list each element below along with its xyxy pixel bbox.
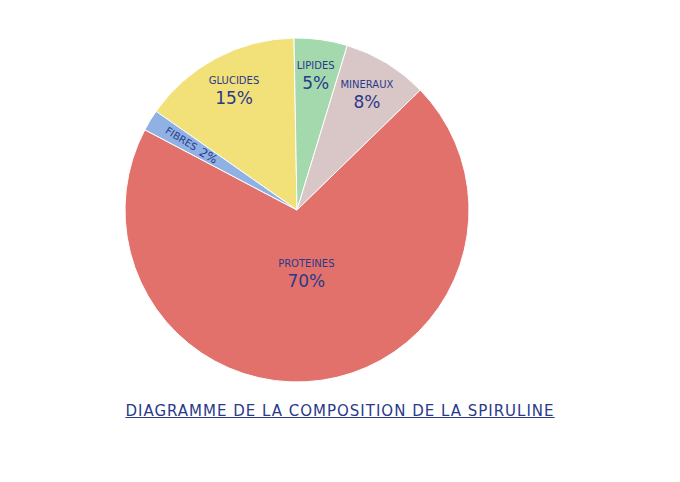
svg-text:5%: 5% <box>302 73 329 93</box>
svg-text:PROTEINES: PROTEINES <box>278 258 334 269</box>
svg-text:15%: 15% <box>215 88 253 108</box>
svg-text:LIPIDES: LIPIDES <box>297 60 335 71</box>
svg-text:70%: 70% <box>287 271 325 291</box>
svg-text:FIBRES2%: FIBRES2% <box>163 124 221 167</box>
svg-text:MINERAUX: MINERAUX <box>340 78 393 89</box>
svg-text:GLUCIDES: GLUCIDES <box>209 75 259 86</box>
html-text:DIAGRAMME DE LA COMPOSITION DE: DIAGRAMME DE LA COMPOSITION DE LA SPIRUL… <box>125 402 555 420</box>
svg-text:8%: 8% <box>353 91 380 111</box>
